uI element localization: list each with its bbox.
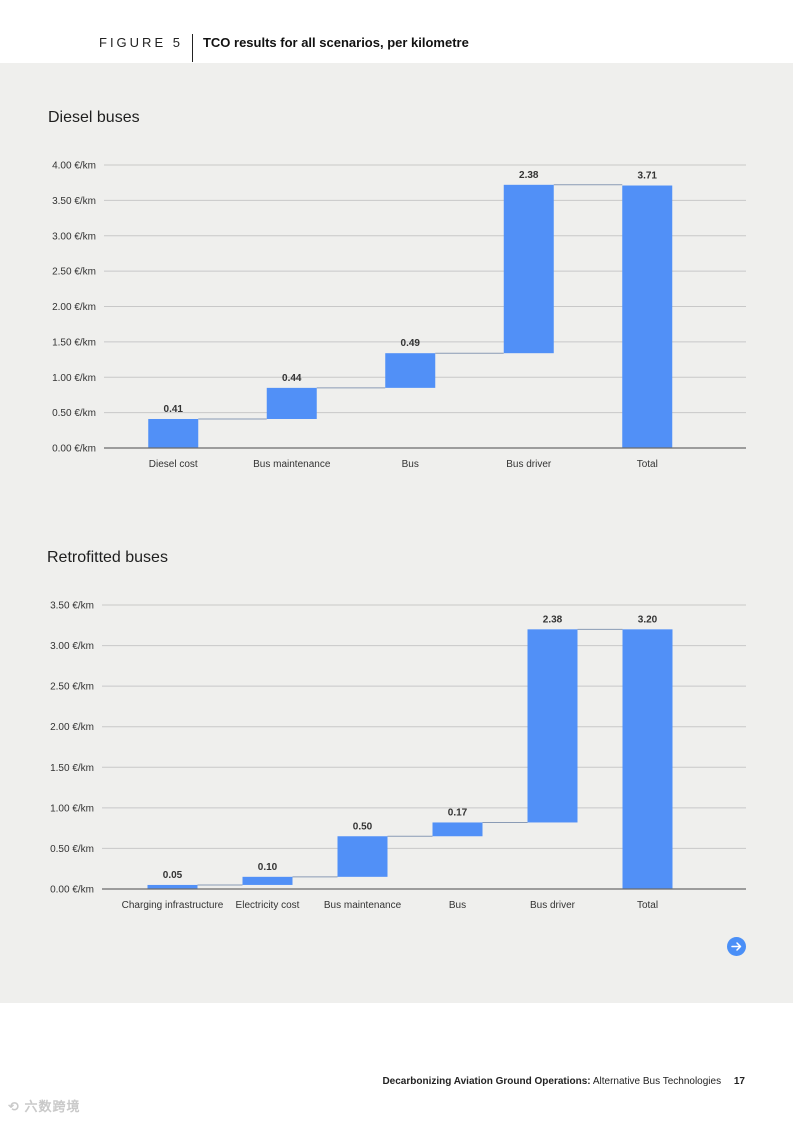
category-label: Bus <box>402 459 419 470</box>
waterfall-bar <box>503 184 554 354</box>
data-label: 0.44 <box>282 373 302 384</box>
waterfall-bar <box>622 185 673 448</box>
y-tick-label: 3.00 €/km <box>52 231 96 242</box>
category-label: Bus driver <box>506 459 552 470</box>
waterfall-bar <box>385 353 436 388</box>
data-label: 0.49 <box>401 338 421 349</box>
y-tick-label: 0.50 €/km <box>52 408 96 419</box>
y-tick-label: 1.00 €/km <box>50 803 94 814</box>
footer-report-title: Decarbonizing Aviation Ground Operations… <box>382 1076 591 1087</box>
y-tick-label: 0.00 €/km <box>50 885 94 896</box>
y-tick-label: 2.00 €/km <box>50 722 94 733</box>
figure-header: FIGURE 5 TCO results for all scenarios, … <box>99 34 469 64</box>
data-label: 0.05 <box>163 870 183 881</box>
data-label: 0.50 <box>353 821 373 832</box>
y-tick-label: 0.50 €/km <box>50 844 94 855</box>
page-footer: Decarbonizing Aviation Ground Operations… <box>382 1076 745 1087</box>
waterfall-bar <box>622 629 673 889</box>
data-label: 2.38 <box>543 614 563 625</box>
figure-label: FIGURE 5 <box>99 35 183 50</box>
waterfall-bar <box>432 822 483 837</box>
footer-subtitle: Alternative Bus Technologies <box>592 1076 722 1087</box>
y-tick-label: 1.50 €/km <box>52 337 96 348</box>
y-tick-label: 3.50 €/km <box>52 196 96 207</box>
figure-divider <box>191 34 193 62</box>
waterfall-bar <box>242 876 293 885</box>
category-label: Bus driver <box>530 900 576 911</box>
data-label: 0.17 <box>448 807 468 818</box>
category-label: Charging infrastructure <box>122 900 224 911</box>
data-label: 0.41 <box>164 404 184 415</box>
y-tick-label: 2.50 €/km <box>52 267 96 278</box>
chart-title-retrofitted: Retrofitted buses <box>47 549 168 566</box>
arrow-right-icon <box>731 942 742 951</box>
y-tick-label: 1.50 €/km <box>50 763 94 774</box>
category-label: Total <box>637 900 658 911</box>
waterfall-bar <box>147 884 198 889</box>
data-label: 3.20 <box>638 614 658 625</box>
data-label: 3.71 <box>638 171 658 182</box>
watermark-text: 六数跨境 <box>24 1099 81 1114</box>
category-label: Bus maintenance <box>253 459 331 470</box>
watermark-logo: ⟲ 六数跨境 <box>8 1099 81 1114</box>
category-label: Total <box>637 459 658 470</box>
category-label: Electricity cost <box>236 900 300 911</box>
y-tick-label: 1.00 €/km <box>52 373 96 384</box>
category-label: Bus <box>449 900 466 911</box>
figure-panel: Diesel buses 0.00 €/km 0.50 €/km 1.00 €/km… <box>0 63 793 1003</box>
y-tick-label: 0.00 €/km <box>52 444 96 455</box>
waterfall-bar <box>266 387 317 419</box>
y-tick-label: 2.00 €/km <box>52 302 96 313</box>
figure-title: TCO results for all scenarios, per kilom… <box>202 35 469 50</box>
category-label: Bus maintenance <box>324 900 402 911</box>
data-label: 0.10 <box>258 862 278 873</box>
chart-title-diesel: Diesel buses <box>48 109 140 126</box>
data-label: 2.38 <box>519 170 539 181</box>
waterfall-bar <box>148 418 199 448</box>
y-tick-label: 3.00 €/km <box>50 641 94 652</box>
y-tick-label: 2.50 €/km <box>50 682 94 693</box>
retrofitted-waterfall-chart: 0.00 €/km 0.50 €/km 1.00 €/km 1.50 €/km 2.00… <box>50 601 746 911</box>
diesel-waterfall-chart: 0.00 €/km 0.50 €/km 1.00 €/km 1.50 €/km 2.00… <box>52 161 746 470</box>
category-label: Diesel cost <box>149 459 198 470</box>
page-number: 17 <box>733 1076 745 1087</box>
next-page-button[interactable] <box>727 937 746 956</box>
waterfall-bar <box>527 629 578 823</box>
y-tick-label: 3.50 €/km <box>50 601 94 612</box>
y-tick-label: 4.00 €/km <box>52 161 96 172</box>
waterfall-bar <box>337 836 388 877</box>
